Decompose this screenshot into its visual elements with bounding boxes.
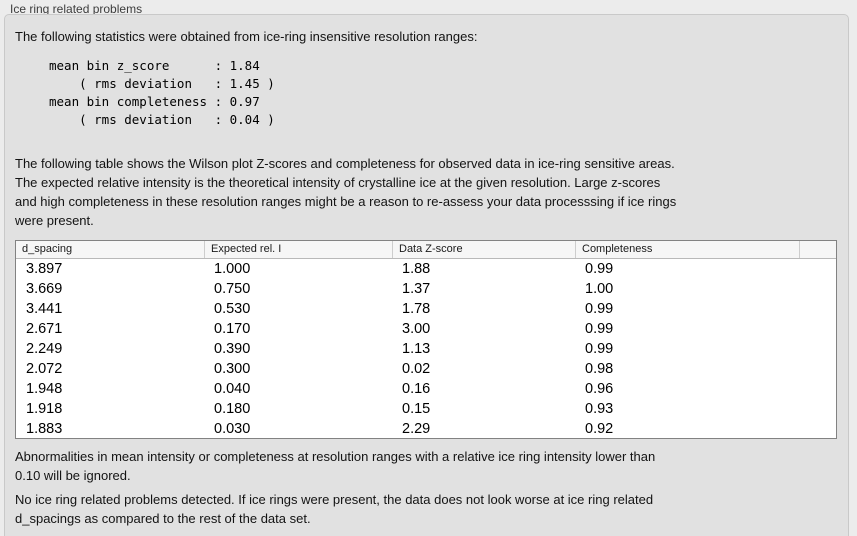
table-cell: 2.29 [402,421,431,437]
table-cell: 0.02 [402,361,431,377]
table-cell: 0.99 [585,261,614,277]
table-cell: 0.93 [585,401,614,417]
column-header[interactable]: Data Z-score [392,241,575,258]
table-row[interactable]: 1.948 0.040 0.16 0.96 [16,379,836,399]
table-cell: 0.98 [585,361,614,377]
table-cell [799,379,836,399]
ice-ring-groupbox: The following statistics were obtained f… [4,14,849,536]
table-cell: 0.92 [585,421,614,437]
table-cell [799,339,836,359]
table-cell: 0.530 [214,301,251,317]
table-cell: 0.96 [585,381,614,397]
table-cell: 2.072 [26,361,63,377]
table-cell: 0.15 [402,401,431,417]
table-cell: 2.249 [26,341,63,357]
table-description: The following table shows the Wilson plo… [15,156,677,228]
table-row[interactable]: 2.249 0.390 1.13 0.99 [16,339,836,359]
table-cell: 0.030 [214,421,251,437]
intro-text: The following statistics were obtained f… [15,29,478,44]
table-cell [799,299,836,319]
table-cell: 0.040 [214,381,251,397]
table-cell [799,279,836,299]
table-cell: 1.000 [214,261,251,277]
table-cell: 0.16 [402,381,431,397]
table-row[interactable]: 1.918 0.180 0.15 0.93 [16,399,836,419]
groupbox-title: Ice ring related problems [10,2,143,16]
ignore-threshold-note: Abnormalities in mean intensity or compl… [15,449,656,483]
table-cell [799,319,836,339]
column-header[interactable]: d_spacing [22,243,73,255]
table-cell [799,259,836,279]
column-header[interactable] [799,241,836,258]
table-cell [799,359,836,379]
table-row[interactable]: 2.671 0.170 3.00 0.99 [16,319,836,339]
table-row[interactable]: 3.441 0.530 1.78 0.99 [16,299,836,319]
table-cell: 1.00 [585,281,614,297]
table-cell: 2.671 [26,321,63,337]
column-header[interactable]: Expected rel. I [204,241,392,258]
table-cell: 0.750 [214,281,251,297]
table-cell: 1.13 [402,341,431,357]
ice-ring-table[interactable]: d_spacing Expected rel. I Data Z-score Comp… [15,240,837,439]
table-cell [799,399,836,419]
stats-block: mean bin z_score : 1.84 ( rms deviation … [49,58,275,127]
table-cell: 0.99 [585,301,614,317]
table-row[interactable]: 3.897 1.000 1.88 0.99 [16,259,836,279]
table-row[interactable]: 3.669 0.750 1.37 1.00 [16,279,836,299]
table-cell: 1.883 [26,421,63,437]
table-cell: 3.669 [26,281,63,297]
table-header-row: d_spacing Expected rel. I Data Z-score Comp… [16,241,836,259]
table-cell: 1.37 [402,281,431,297]
table-cell [799,419,836,439]
table-cell: 0.170 [214,321,251,337]
table-cell: 1.948 [26,381,63,397]
table-cell: 0.390 [214,341,251,357]
table-cell: 3.00 [402,321,431,337]
column-header[interactable]: Completeness [575,241,799,258]
table-cell: 1.88 [402,261,431,277]
table-cell: 3.897 [26,261,63,277]
table-row[interactable]: 1.883 0.030 2.29 0.92 [16,419,836,439]
table-cell: 3.441 [26,301,63,317]
conclusion-text: No ice ring related problems detected. I… [15,492,654,526]
table-cell: 0.180 [214,401,251,417]
table-body: 3.897 1.000 1.88 0.99 3.669 0.750 1.37 1.00 3.44… [16,259,836,439]
table-cell: 1.78 [402,301,431,317]
table-row[interactable]: 2.072 0.300 0.02 0.98 [16,359,836,379]
table-cell: 0.99 [585,341,614,357]
table-cell: 1.918 [26,401,63,417]
table-cell: 0.99 [585,321,614,337]
table-cell: 0.300 [214,361,251,377]
